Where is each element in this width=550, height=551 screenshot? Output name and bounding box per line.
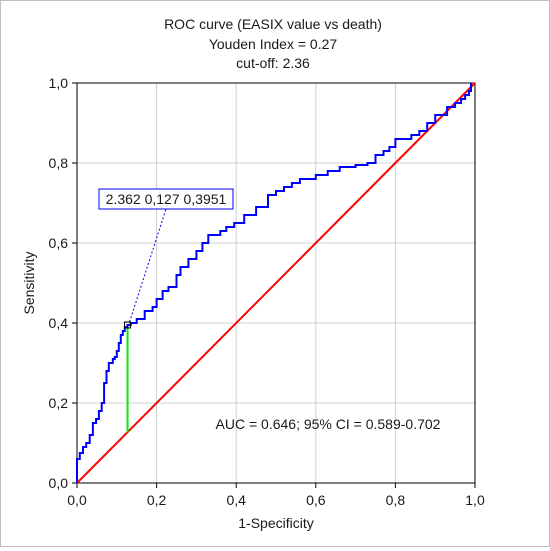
y-tick-label: 0,4 [49, 315, 69, 331]
reference-line [76, 82, 476, 484]
axis-ticks: 0,0 0,2 0,4 0,6 0,8 1,0 0,0 0,2 0,4 0,6 0,8 1,0 [49, 75, 485, 508]
x-tick-label: 0,4 [226, 492, 246, 508]
cutoff-point-marker [124, 321, 132, 329]
y-tick-label: 0,0 [49, 475, 69, 491]
cutoff-label: 2.362 0,127 0,3951 [106, 191, 227, 207]
y-tick-label: 0,8 [49, 155, 69, 171]
y-tick-label: 0,2 [49, 395, 69, 411]
x-axis-label: 1-Specificity [238, 515, 313, 531]
plot-area-border [76, 82, 476, 484]
chart-title-line-2: Youden Index = 0.27 [209, 36, 338, 52]
roc-curve-line [76, 83, 472, 483]
auc-annotation: AUC = 0.646; 95% CI = 0.589-0.702 [216, 416, 441, 432]
cutoff-label-box [98, 188, 234, 210]
x-tick-label: 0,2 [147, 492, 167, 508]
x-tick-label: 0,6 [306, 492, 326, 508]
x-tick-label: 0,0 [67, 492, 87, 508]
x-tick-label: 0,8 [386, 492, 406, 508]
grid-lines [77, 83, 475, 483]
y-tick-label: 0,6 [49, 235, 69, 251]
x-tick-label: 1,0 [465, 492, 485, 508]
y-axis-label: Sensitivity [21, 251, 37, 314]
chart-title-line-1: ROC curve (EASIX value vs death) [164, 16, 382, 32]
cutoff-leader-line [129, 208, 167, 323]
y-tick-label: 1,0 [49, 75, 69, 91]
chart-title-line-3: cut-off: 2.36 [236, 55, 310, 71]
